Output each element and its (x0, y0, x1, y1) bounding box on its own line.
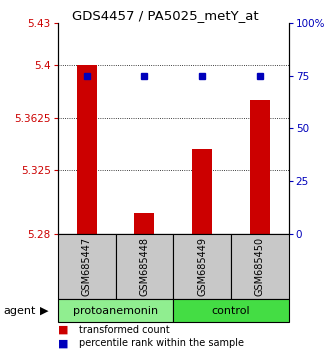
Text: agent: agent (3, 306, 36, 316)
Bar (192, 149, 212, 234)
Text: GSM685449: GSM685449 (197, 237, 207, 296)
Text: ■: ■ (58, 338, 68, 348)
Text: ▶: ▶ (40, 306, 49, 316)
Text: GDS4457 / PA5025_metY_at: GDS4457 / PA5025_metY_at (72, 9, 258, 22)
Bar (115, 234, 173, 299)
Bar (58, 234, 115, 299)
Text: protoanemonin: protoanemonin (73, 306, 158, 316)
Text: GSM685450: GSM685450 (255, 237, 265, 296)
Bar (173, 234, 231, 299)
Text: GSM685447: GSM685447 (82, 237, 92, 296)
Bar (231, 234, 289, 299)
Text: percentile rank within the sample: percentile rank within the sample (79, 338, 244, 348)
Text: ■: ■ (58, 325, 68, 335)
Bar (250, 100, 270, 234)
Bar (58, 299, 173, 322)
Bar (173, 299, 289, 322)
Text: control: control (212, 306, 250, 316)
Text: GSM685448: GSM685448 (139, 237, 149, 296)
Text: transformed count: transformed count (79, 325, 170, 335)
Bar (77, 65, 97, 234)
Bar (134, 213, 154, 234)
